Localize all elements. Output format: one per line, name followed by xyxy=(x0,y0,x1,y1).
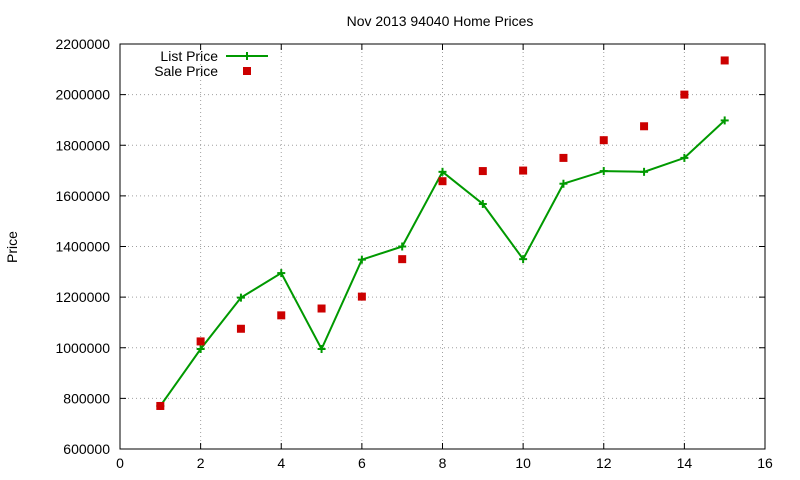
point-list-price xyxy=(720,116,729,125)
point-sale-price xyxy=(236,324,245,333)
point-list-price xyxy=(680,153,689,162)
point-sale-price xyxy=(680,90,689,99)
point-sale-price xyxy=(720,56,729,65)
x-tick-label: 16 xyxy=(757,455,773,471)
point-list-price xyxy=(357,255,366,264)
legend-swatch-sale-price xyxy=(243,67,251,75)
point-sale-price xyxy=(640,122,649,131)
point-sale-price xyxy=(156,401,165,410)
series-layer xyxy=(156,56,729,410)
x-tick-label: 6 xyxy=(358,455,366,471)
grid xyxy=(120,44,765,449)
point-sale-price xyxy=(519,166,528,175)
y-tick-label: 2200000 xyxy=(55,36,110,52)
legend: List Price Sale Price xyxy=(154,48,268,79)
x-tick-labels: 0 2 4 6 8 10 12 14 16 xyxy=(116,455,773,471)
x-tick-label: 4 xyxy=(277,455,285,471)
point-sale-price xyxy=(438,177,447,186)
y-tick-label: 800000 xyxy=(63,390,110,406)
x-tick-label: 12 xyxy=(596,455,612,471)
point-sale-price xyxy=(398,255,407,264)
x-tick-label: 8 xyxy=(439,455,447,471)
y-tick-label: 1800000 xyxy=(55,137,110,153)
point-list-price xyxy=(438,167,447,176)
point-sale-price xyxy=(357,292,366,301)
x-tick-label: 2 xyxy=(197,455,205,471)
y-tick-label: 1400000 xyxy=(55,239,110,255)
point-sale-price xyxy=(196,337,205,346)
point-list-price xyxy=(559,179,568,188)
y-axis-label: Price xyxy=(4,231,20,263)
point-list-price xyxy=(640,167,649,176)
legend-label-sale-price: Sale Price xyxy=(154,63,218,79)
y-tick-label: 2000000 xyxy=(55,87,110,103)
y-tick-label: 1600000 xyxy=(55,188,110,204)
point-list-price xyxy=(599,167,608,176)
point-sale-price xyxy=(559,153,568,162)
x-tick-label: 14 xyxy=(677,455,693,471)
point-sale-price xyxy=(599,136,608,145)
series-line-list-price xyxy=(159,119,726,407)
point-sale-price xyxy=(317,304,326,313)
y-tick-label: 1200000 xyxy=(55,289,110,305)
point-sale-price xyxy=(277,311,286,320)
point-list-price xyxy=(317,345,326,354)
x-tick-label: 0 xyxy=(116,455,124,471)
legend-swatch-list-price xyxy=(226,52,268,60)
point-list-price xyxy=(236,293,245,302)
y-tick-label: 600000 xyxy=(63,441,110,457)
legend-label-list-price: List Price xyxy=(160,48,218,64)
x-tick-label: 10 xyxy=(515,455,531,471)
point-sale-price xyxy=(478,167,487,176)
point-list-price xyxy=(519,255,528,264)
point-list-price xyxy=(277,269,286,278)
y-tick-labels: 600000 800000 1000000 1200000 1400000 1600000… xyxy=(55,36,110,457)
y-tick-label: 1000000 xyxy=(55,340,110,356)
point-list-price xyxy=(398,242,407,251)
chart-title: Nov 2013 94040 Home Prices xyxy=(347,13,534,29)
axis-ticks xyxy=(119,43,766,450)
point-list-price xyxy=(478,199,487,208)
point-list-price xyxy=(196,345,205,354)
